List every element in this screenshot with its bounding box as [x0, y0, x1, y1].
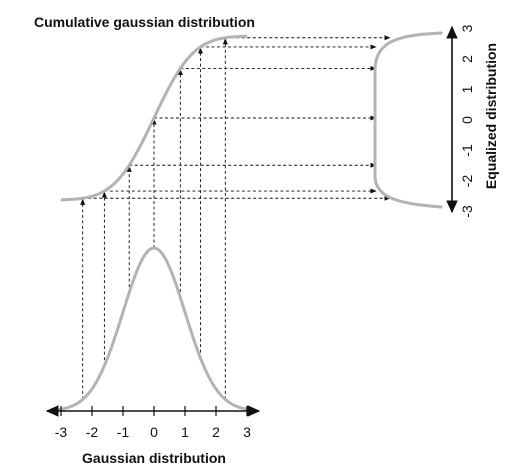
y-axis-label: Equalized distribution	[483, 43, 499, 189]
y-tick-label: 3	[459, 24, 475, 32]
y-tick-label: 1	[459, 85, 475, 93]
gaussian-curve	[58, 246, 250, 411]
x-tick-label: -2	[86, 424, 99, 440]
x-tick-label: -1	[117, 424, 130, 440]
x-tick-label: 3	[243, 424, 251, 440]
y-axis-ticks: -3 -2 -1 0 1 2 3	[459, 24, 475, 217]
x-tick-label: -3	[55, 424, 68, 440]
y-tick-label: -2	[459, 175, 475, 188]
cumulative-title: Cumulative gaussian distribution	[34, 14, 255, 30]
y-tick-label: 0	[459, 116, 475, 124]
equalized-distribution-curve	[373, 31, 443, 209]
mapping-guide-lines	[80, 35, 391, 400]
x-axis-ticks: -3 -2 -1 0 1 2 3	[55, 406, 251, 440]
y-tick-label: -1	[459, 144, 475, 157]
x-axis-label: Gaussian distribution	[82, 450, 226, 466]
y-tick-label: -3	[459, 205, 475, 218]
x-tick-label: 2	[212, 424, 220, 440]
y-tick-label: 2	[459, 55, 475, 63]
x-tick-label: 0	[150, 424, 158, 440]
x-tick-label: 1	[181, 424, 189, 440]
cumulative-curve	[60, 34, 248, 202]
